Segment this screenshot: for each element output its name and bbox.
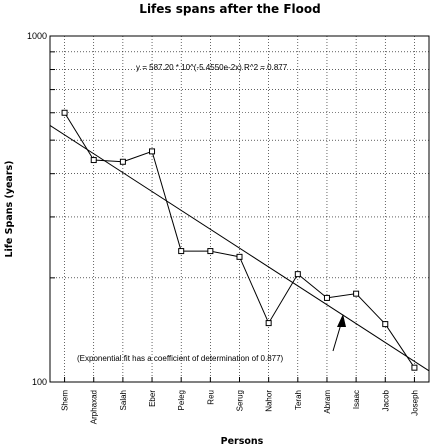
data-point	[382, 321, 389, 328]
y-tick-label: 100	[32, 377, 47, 387]
x-tick-label: Jacob	[381, 389, 390, 411]
x-tick-label: Arphaxad	[90, 390, 99, 424]
data-point	[178, 248, 185, 255]
x-tick-label: Eber	[148, 390, 157, 407]
x-tick-label: Salah	[119, 390, 128, 410]
x-axis-label: Persons	[221, 436, 264, 447]
x-tick-label: Terah	[294, 390, 303, 410]
data-point	[265, 320, 272, 327]
x-tick-label: Abram	[323, 390, 332, 414]
x-tick-label: Isaac	[352, 390, 361, 409]
grid	[50, 36, 429, 382]
y-axis-ticks: 1000 100	[27, 31, 55, 387]
data-point	[294, 271, 301, 278]
data-point	[149, 148, 156, 155]
data-markers	[61, 109, 418, 371]
data-point	[119, 158, 126, 165]
x-tick-label: Reu	[206, 390, 215, 405]
x-tick-label: Nahor	[265, 390, 274, 412]
y-tick-label: 1000	[27, 31, 47, 41]
data-point	[207, 248, 214, 255]
y-axis-label: Life Spans (years)	[4, 160, 15, 257]
data-point	[61, 109, 68, 116]
data-point	[323, 294, 330, 301]
data-point	[236, 253, 243, 260]
y-axis-label-group: Life Spans (years)	[4, 160, 15, 257]
annotation-arrow	[332, 314, 346, 352]
data-point	[90, 157, 97, 164]
data-point	[353, 290, 360, 297]
x-tick-label: Serug	[236, 390, 245, 411]
chart-title: Lifes spans after the Flood	[139, 2, 320, 16]
fit-annotation: (Exponential fit has a coefficient of de…	[77, 354, 284, 363]
x-tick-label: Joseph	[410, 390, 419, 416]
fit-line	[49, 125, 430, 372]
x-axis-ticks: Shem Arphaxad Salah Eber Peleg Reu Serug Nahor T…	[61, 377, 419, 424]
fit-equation-label: y = 587.20 * 10^(-5.4550e-2x) R^2 = 0.87…	[136, 63, 288, 72]
x-tick-label: Peleg	[177, 390, 186, 410]
data-point	[411, 364, 418, 371]
x-tick-label: Shem	[61, 390, 70, 411]
